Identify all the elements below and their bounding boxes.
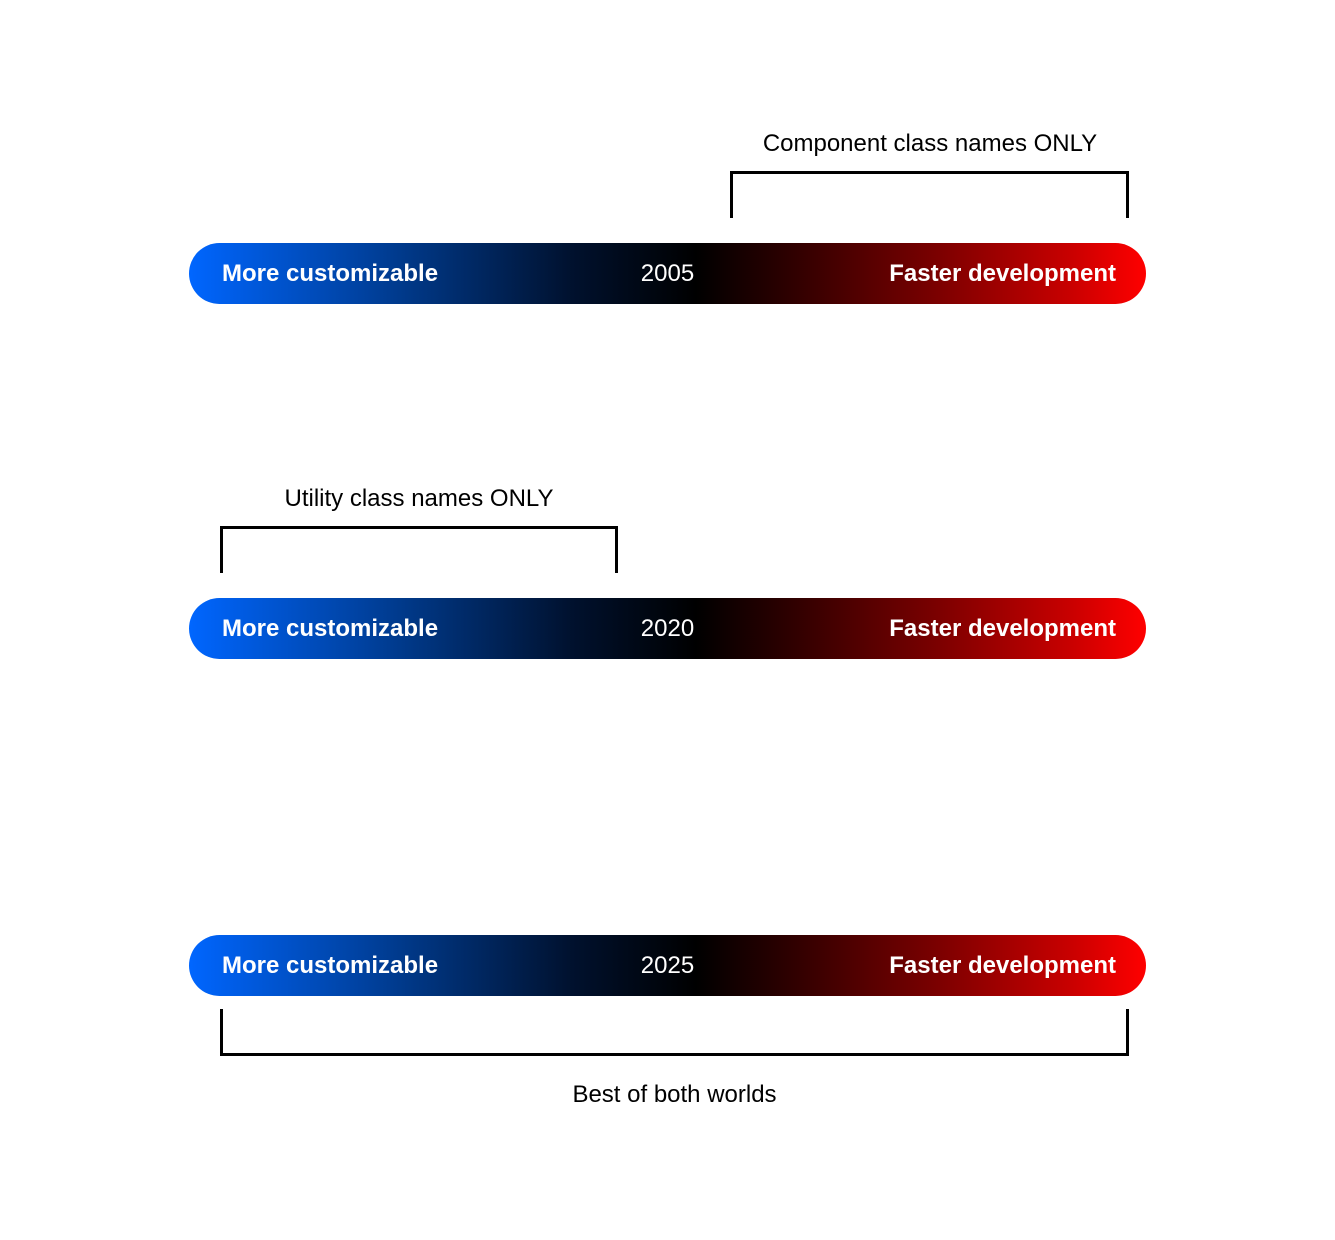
spectrum-bar-2025: More customizable 2025 Faster developmen… bbox=[189, 935, 1146, 996]
spectrum-bar-2020: More customizable 2020 Faster developmen… bbox=[189, 598, 1146, 659]
year-label: 2020 bbox=[640, 615, 695, 642]
component-class-names-caption: Component class names ONLY bbox=[762, 130, 1098, 157]
more-customizable-label: More customizable bbox=[222, 952, 439, 979]
faster-development-label: Faster development bbox=[889, 615, 1116, 642]
year-label: 2005 bbox=[640, 260, 695, 287]
component-class-names-bracket bbox=[730, 171, 1129, 218]
more-customizable-label: More customizable bbox=[222, 615, 439, 642]
faster-development-label: Faster development bbox=[889, 952, 1116, 979]
utility-class-names-bracket bbox=[220, 526, 618, 573]
best-of-both-worlds-bracket bbox=[220, 1009, 1129, 1056]
spectrum-bar-2005: More customizable 2005 Faster developmen… bbox=[189, 243, 1146, 304]
utility-class-names-caption: Utility class names ONLY bbox=[284, 485, 554, 512]
year-label: 2025 bbox=[640, 952, 695, 979]
more-customizable-label: More customizable bbox=[222, 260, 439, 287]
best-of-both-worlds-caption: Best of both worlds bbox=[572, 1081, 777, 1108]
faster-development-label: Faster development bbox=[889, 260, 1116, 287]
